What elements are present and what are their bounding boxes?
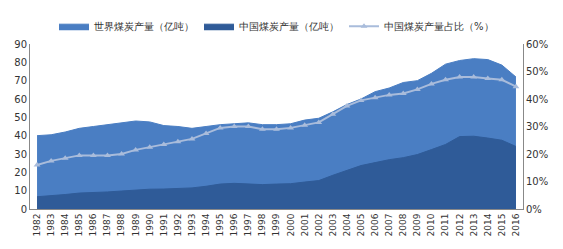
- svg-text:2007: 2007: [384, 214, 394, 237]
- svg-text:中国煤炭产量占比（%）: 中国煤炭产量占比（%）: [384, 21, 494, 32]
- svg-text:2015: 2015: [497, 214, 507, 237]
- svg-text:50%: 50%: [526, 66, 548, 77]
- svg-text:2014: 2014: [483, 213, 493, 236]
- svg-text:2004: 2004: [342, 213, 352, 236]
- svg-text:20%: 20%: [526, 149, 548, 160]
- svg-text:10%: 10%: [526, 176, 548, 187]
- svg-text:50: 50: [14, 112, 27, 123]
- svg-text:2002: 2002: [314, 214, 324, 237]
- svg-text:10: 10: [14, 185, 27, 196]
- svg-text:1990: 1990: [145, 213, 155, 236]
- svg-text:70: 70: [14, 75, 27, 86]
- svg-text:30%: 30%: [526, 121, 548, 132]
- svg-text:60%: 60%: [526, 39, 548, 50]
- svg-text:1993: 1993: [187, 214, 197, 237]
- svg-text:1989: 1989: [131, 213, 141, 236]
- svg-text:1991: 1991: [159, 214, 169, 237]
- svg-text:2013: 2013: [469, 214, 479, 237]
- svg-text:40: 40: [14, 130, 27, 141]
- svg-text:0: 0: [21, 204, 27, 215]
- svg-text:1996: 1996: [229, 213, 239, 236]
- svg-text:1986: 1986: [88, 213, 98, 236]
- svg-text:2012: 2012: [455, 214, 465, 237]
- svg-text:1984: 1984: [60, 213, 70, 236]
- svg-text:2001: 2001: [300, 214, 310, 237]
- svg-text:2011: 2011: [440, 214, 450, 237]
- svg-text:30: 30: [14, 149, 27, 160]
- svg-text:0%: 0%: [526, 204, 542, 215]
- svg-text:世界煤炭产量（亿吨）: 世界煤炭产量（亿吨）: [94, 21, 194, 32]
- svg-text:2003: 2003: [328, 214, 338, 237]
- svg-text:1985: 1985: [74, 214, 84, 237]
- svg-text:40%: 40%: [526, 94, 548, 105]
- svg-text:2008: 2008: [398, 213, 408, 236]
- svg-text:2000: 2000: [286, 213, 296, 236]
- svg-text:1994: 1994: [201, 213, 211, 236]
- svg-text:1988: 1988: [116, 213, 126, 236]
- svg-text:1983: 1983: [46, 214, 56, 237]
- svg-text:2016: 2016: [511, 213, 521, 236]
- svg-text:20: 20: [14, 167, 27, 178]
- svg-text:60: 60: [14, 94, 27, 105]
- svg-text:2010: 2010: [426, 213, 436, 236]
- svg-text:1982: 1982: [32, 214, 42, 237]
- svg-text:2006: 2006: [370, 213, 380, 236]
- svg-text:80: 80: [14, 57, 27, 68]
- svg-text:1987: 1987: [102, 214, 112, 237]
- svg-text:1995: 1995: [215, 214, 225, 237]
- svg-text:中国煤炭产量（亿吨）: 中国煤炭产量（亿吨）: [239, 21, 339, 32]
- svg-text:1998: 1998: [257, 213, 267, 236]
- svg-text:2005: 2005: [356, 214, 366, 237]
- svg-text:90: 90: [14, 39, 27, 50]
- svg-text:1999: 1999: [271, 213, 281, 236]
- svg-text:2009: 2009: [412, 213, 422, 236]
- svg-text:1992: 1992: [173, 214, 183, 237]
- svg-text:1997: 1997: [243, 214, 253, 237]
